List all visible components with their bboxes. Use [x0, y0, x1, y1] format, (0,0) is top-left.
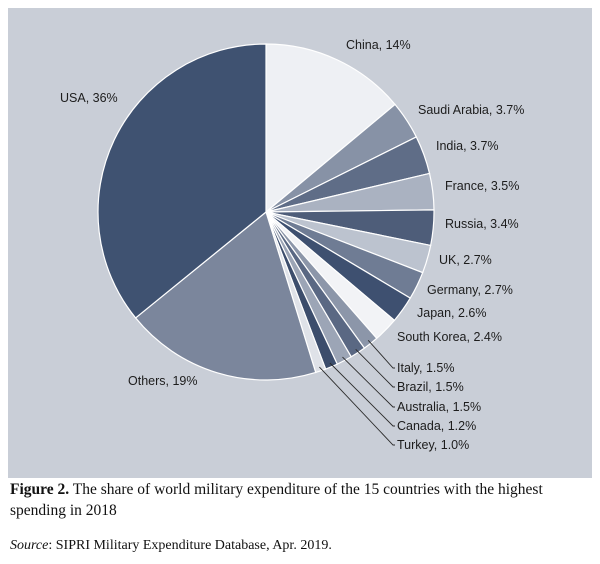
caption-text: The share of world military expenditure …	[10, 481, 543, 519]
slice-label-russia: Russia, 3.4%	[445, 217, 519, 231]
leader-line-turkey	[319, 366, 395, 446]
slice-label-france: France, 3.5%	[445, 179, 519, 193]
slice-label-china: China, 14%	[346, 38, 411, 52]
chart-panel: China, 14% Saudi Arabia, 3.7% India, 3.7% F…	[8, 8, 592, 478]
slice-label-japan: Japan, 2.6%	[417, 306, 487, 320]
slice-label-australia: Australia, 1.5%	[397, 400, 481, 414]
slice-label-usa: USA, 36%	[60, 91, 118, 105]
slice-label-germany: Germany, 2.7%	[427, 283, 513, 297]
source-text: : SIPRI Military Expenditure Database, A…	[48, 538, 332, 553]
slice-label-saudi-arabia: Saudi Arabia, 3.7%	[418, 103, 524, 117]
leader-line-canada	[329, 362, 395, 427]
slice-label-canada: Canada, 1.2%	[397, 419, 476, 433]
slice-label-india: India, 3.7%	[436, 139, 499, 153]
figure-label: Figure 2.	[10, 481, 70, 498]
slice-label-italy: Italy, 1.5%	[397, 361, 454, 375]
pie-slice-usa	[97, 43, 267, 319]
source-note: Source: SIPRI Military Expenditure Datab…	[10, 538, 590, 554]
pie-slice-others	[134, 210, 317, 381]
slice-label-uk: UK, 2.7%	[439, 253, 492, 267]
leader-line-australia	[342, 356, 395, 408]
slice-label-others: Others, 19%	[128, 374, 197, 388]
figure-caption: Figure 2. The share of world military ex…	[10, 480, 590, 521]
leader-line-brazil	[355, 348, 395, 388]
slice-label-south-korea: South Korea, 2.4%	[397, 330, 502, 344]
pie-chart: China, 14% Saudi Arabia, 3.7% India, 3.7% F…	[60, 38, 524, 452]
slice-label-brazil: Brazil, 1.5%	[397, 380, 464, 394]
pie-slice-china	[265, 43, 396, 214]
slice-label-turkey: Turkey, 1.0%	[397, 438, 469, 452]
leader-line-italy	[367, 339, 395, 369]
source-label: Source	[10, 538, 49, 553]
